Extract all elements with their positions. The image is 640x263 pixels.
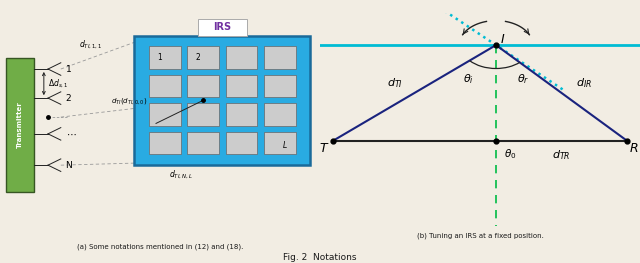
FancyBboxPatch shape [188,47,219,69]
Text: 2: 2 [65,94,71,103]
FancyBboxPatch shape [188,132,219,154]
FancyBboxPatch shape [264,103,296,126]
FancyBboxPatch shape [198,18,247,36]
Text: $\theta_r$: $\theta_r$ [517,72,529,86]
Text: Transmitter: Transmitter [17,102,23,148]
Text: $d_{TI,N,L}$: $d_{TI,N,L}$ [169,169,193,181]
Text: N: N [65,161,72,170]
Text: $\theta_0$: $\theta_0$ [504,147,516,161]
Text: $\Delta d_{s,1}$: $\Delta d_{s,1}$ [48,77,68,90]
FancyBboxPatch shape [226,103,257,126]
FancyBboxPatch shape [264,75,296,97]
Text: R: R [629,142,638,155]
Text: I: I [500,33,504,46]
FancyBboxPatch shape [149,47,180,69]
Text: Fig. 2  Notations: Fig. 2 Notations [284,253,356,262]
Text: $\mathit{2}$: $\mathit{2}$ [195,51,202,62]
FancyBboxPatch shape [149,103,180,126]
Text: $d_{TI}$: $d_{TI}$ [387,76,403,90]
FancyBboxPatch shape [264,47,296,69]
FancyBboxPatch shape [226,47,257,69]
FancyBboxPatch shape [134,36,310,165]
Text: $\theta_i$: $\theta_i$ [463,72,474,86]
FancyBboxPatch shape [226,75,257,97]
Text: 1: 1 [65,64,71,74]
Text: (a) Some notations mentioned in (12) and (18).: (a) Some notations mentioned in (12) and… [77,244,243,250]
FancyBboxPatch shape [188,75,219,97]
Text: $\mathit{1}$: $\mathit{1}$ [157,51,163,62]
Text: T: T [319,142,327,155]
Text: $\mathit{L}$: $\mathit{L}$ [282,139,287,150]
Text: $d_{TI,1,1}$: $d_{TI,1,1}$ [79,39,103,51]
Text: IRS: IRS [213,22,232,32]
FancyBboxPatch shape [6,58,34,192]
FancyBboxPatch shape [264,132,296,154]
Text: $d_{TR}$: $d_{TR}$ [552,148,571,162]
Text: $d_{IR}$: $d_{IR}$ [576,76,592,90]
Text: (b) Tuning an IRS at a fixed position.: (b) Tuning an IRS at a fixed position. [417,232,543,239]
FancyBboxPatch shape [149,132,180,154]
FancyBboxPatch shape [188,103,219,126]
FancyBboxPatch shape [226,132,257,154]
Text: $d_{TI}(d_{TI,0,0})$: $d_{TI}(d_{TI,0,0})$ [111,97,147,107]
FancyBboxPatch shape [149,75,180,97]
Text: $\cdots$: $\cdots$ [65,129,76,139]
